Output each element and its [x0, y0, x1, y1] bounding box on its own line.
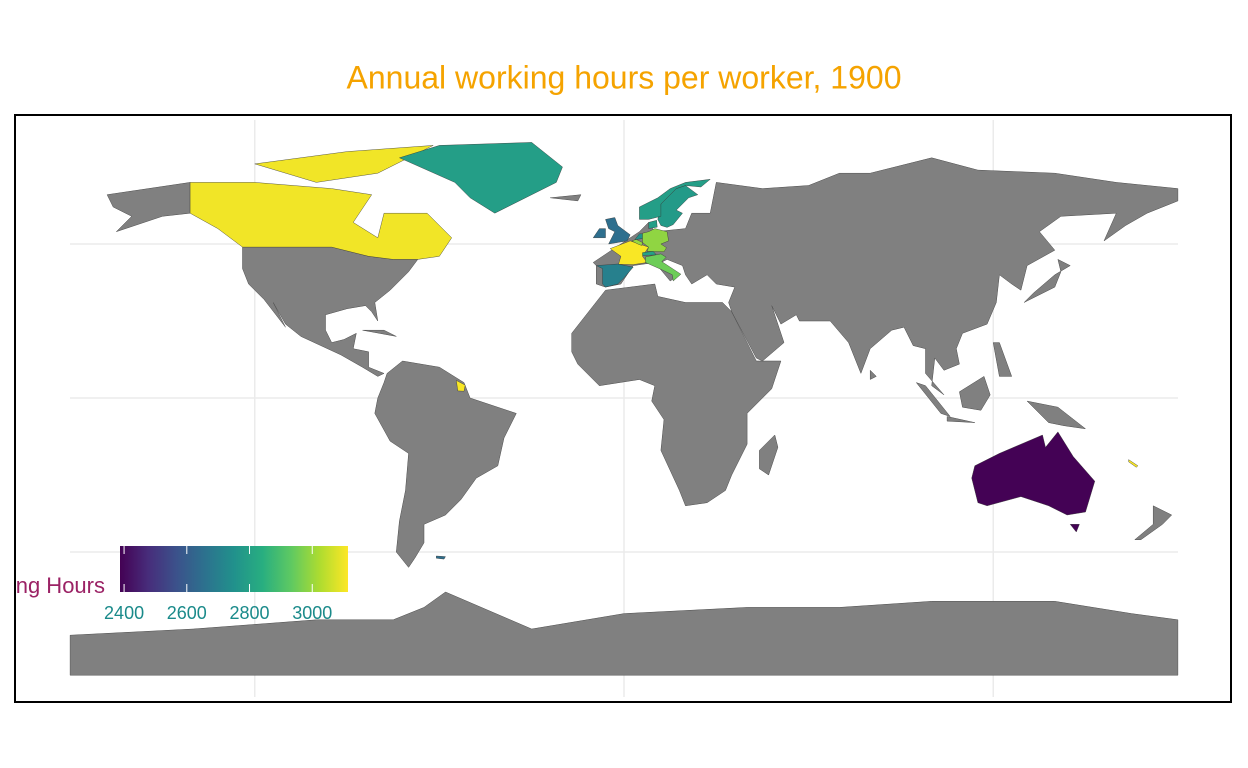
land-mass	[69, 157, 1179, 676]
chart-title: Annual working hours per worker, 1900	[347, 59, 902, 95]
colorbar-tick-label: 2800	[230, 603, 270, 623]
region	[398, 142, 563, 214]
colorbar-tick-label: 3000	[292, 603, 332, 623]
region	[642, 251, 657, 256]
colorbar-tick-label: 2400	[104, 603, 144, 623]
land	[69, 157, 1179, 676]
region	[456, 380, 466, 392]
regions	[189, 142, 1139, 560]
colorbar-tick-label: 2600	[167, 603, 207, 623]
legend: ng Hours 2400 2600 2800 3000	[16, 546, 348, 623]
region	[592, 217, 631, 245]
legend-title: ng Hours	[16, 573, 105, 598]
region	[648, 220, 658, 229]
region	[645, 253, 682, 282]
region	[971, 431, 1096, 533]
region	[639, 179, 711, 220]
region	[436, 555, 446, 560]
colorbar	[120, 546, 348, 592]
panel-border	[14, 114, 1232, 703]
region	[1128, 459, 1139, 468]
region	[642, 228, 669, 252]
region	[595, 263, 634, 288]
